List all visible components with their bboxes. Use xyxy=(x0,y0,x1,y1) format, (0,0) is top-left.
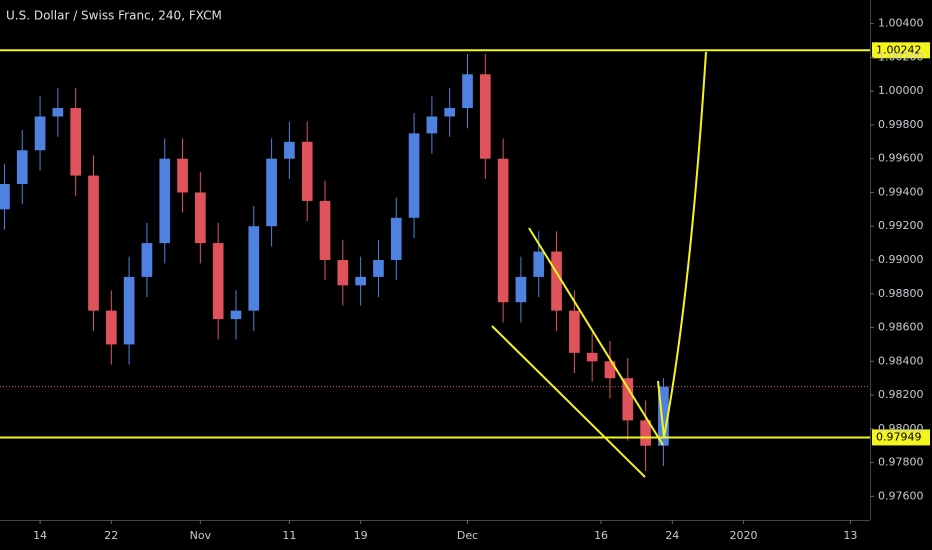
wedge-lower-line xyxy=(491,325,646,478)
candle-body xyxy=(248,226,260,311)
candle-body xyxy=(515,276,527,303)
candle-body xyxy=(622,378,634,421)
y-tick-label: 0.98600 xyxy=(878,321,924,334)
y-tick-label: 0.99600 xyxy=(878,152,924,165)
candle-body xyxy=(551,251,562,311)
level-badge xyxy=(872,429,930,446)
y-tick-label: 0.98000 xyxy=(878,422,924,435)
candle-body xyxy=(34,116,46,151)
candle-body xyxy=(426,116,438,134)
y-tick-label: 0.99000 xyxy=(878,253,924,266)
candle-body xyxy=(212,243,224,320)
candle-body xyxy=(658,386,669,446)
chart-title: U.S. Dollar / Swiss Franc, 240, FXCM xyxy=(6,9,222,23)
x-tick-label: 2020 xyxy=(730,529,758,542)
candle-body xyxy=(373,260,384,277)
candle-body xyxy=(586,352,598,362)
candle-body xyxy=(230,310,242,320)
candle-body xyxy=(16,150,28,185)
candle-body xyxy=(569,310,580,353)
candle-body xyxy=(319,200,331,260)
x-tick-label: 19 xyxy=(354,529,368,542)
x-tick-label: 16 xyxy=(594,529,608,542)
candle-body xyxy=(337,260,349,286)
y-tick-label: 0.99400 xyxy=(878,185,924,198)
y-tick-label: 0.98400 xyxy=(878,354,924,367)
candle-body xyxy=(533,251,545,277)
level-label: 0.97949 xyxy=(876,430,922,443)
x-tick-label: 24 xyxy=(665,529,679,542)
y-tick-label: 0.99800 xyxy=(878,118,924,131)
y-tick-label: 0.97800 xyxy=(878,456,924,469)
y-tick-label: 1.00400 xyxy=(878,17,924,30)
candle-body xyxy=(390,217,402,260)
candle-body xyxy=(479,74,491,159)
x-tick-label: Dec xyxy=(457,529,478,542)
candle-body xyxy=(284,141,295,159)
x-tick-label: 22 xyxy=(104,529,118,542)
y-tick-label: 1.00200 xyxy=(878,50,924,63)
x-tick-label: 11 xyxy=(282,529,296,542)
candle-body xyxy=(604,361,616,379)
candle-body xyxy=(88,175,99,311)
candle-body xyxy=(70,108,82,176)
y-tick-label: 0.98200 xyxy=(878,388,924,401)
candle-body xyxy=(462,74,473,109)
y-tick-label: 0.97600 xyxy=(878,489,924,502)
y-tick-label: 0.99200 xyxy=(878,219,924,232)
x-tick-label: 14 xyxy=(33,529,47,542)
candle-body xyxy=(444,108,456,117)
candle-body xyxy=(123,276,135,345)
candle-body xyxy=(497,158,509,303)
drawings xyxy=(491,51,707,478)
x-tick-label: Nov xyxy=(190,529,212,542)
level-badge xyxy=(872,42,930,59)
forecast-path xyxy=(657,51,707,438)
candle-body xyxy=(301,141,313,201)
candle-body xyxy=(141,243,153,277)
candle-body xyxy=(105,310,117,345)
candle-body xyxy=(640,420,651,446)
candle-body xyxy=(408,133,420,218)
candle-body xyxy=(159,158,171,244)
candle-body xyxy=(355,276,366,286)
candle-body xyxy=(195,192,206,244)
overlay: 1.00242 0.97949 xyxy=(0,42,930,446)
wedge-upper-line xyxy=(528,227,664,446)
candle-body xyxy=(266,158,277,227)
candle-body xyxy=(177,158,188,193)
y-tick-label: 0.98800 xyxy=(878,287,924,300)
candle-body xyxy=(0,184,10,210)
level-label: 1.00242 xyxy=(876,43,922,56)
candle-body xyxy=(52,108,64,117)
plot-area xyxy=(0,54,870,472)
y-tick-label: 1.00000 xyxy=(878,84,924,97)
x-tick-label: 13 xyxy=(843,529,857,542)
